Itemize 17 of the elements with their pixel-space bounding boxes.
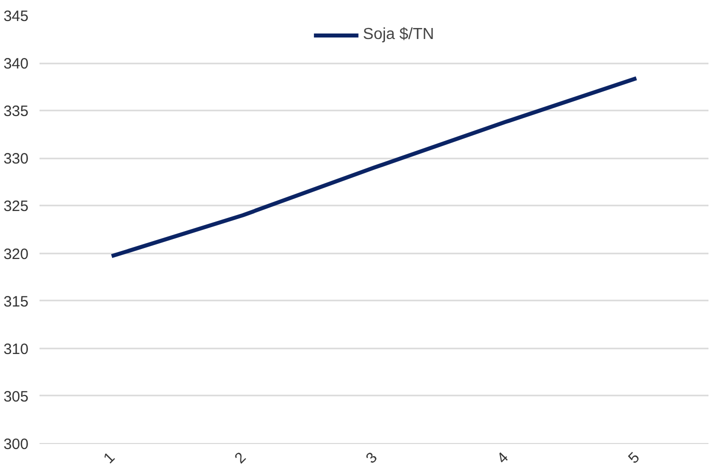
y-tick-label: 320 xyxy=(3,246,29,263)
y-tick-label: 325 xyxy=(3,198,29,216)
x-tick-label: 4 xyxy=(494,449,512,468)
y-tick-label: 305 xyxy=(3,388,29,406)
y-tick-label: 335 xyxy=(3,103,29,120)
y-tick-label: 310 xyxy=(3,340,29,358)
x-tick-label: 1 xyxy=(100,449,118,468)
y-tick-label: 345 xyxy=(3,8,29,25)
line-series xyxy=(110,76,638,258)
y-tick-label: 340 xyxy=(3,56,29,73)
x-tick-label: 5 xyxy=(625,449,644,468)
x-tick-label: 2 xyxy=(232,449,250,468)
x-tick-label: 3 xyxy=(362,449,381,468)
y-tick-label: 300 xyxy=(3,436,29,453)
y-tick-label: 315 xyxy=(3,293,29,310)
legend-label: Soja $/TN xyxy=(362,26,434,44)
y-tick-label: 330 xyxy=(3,150,29,168)
